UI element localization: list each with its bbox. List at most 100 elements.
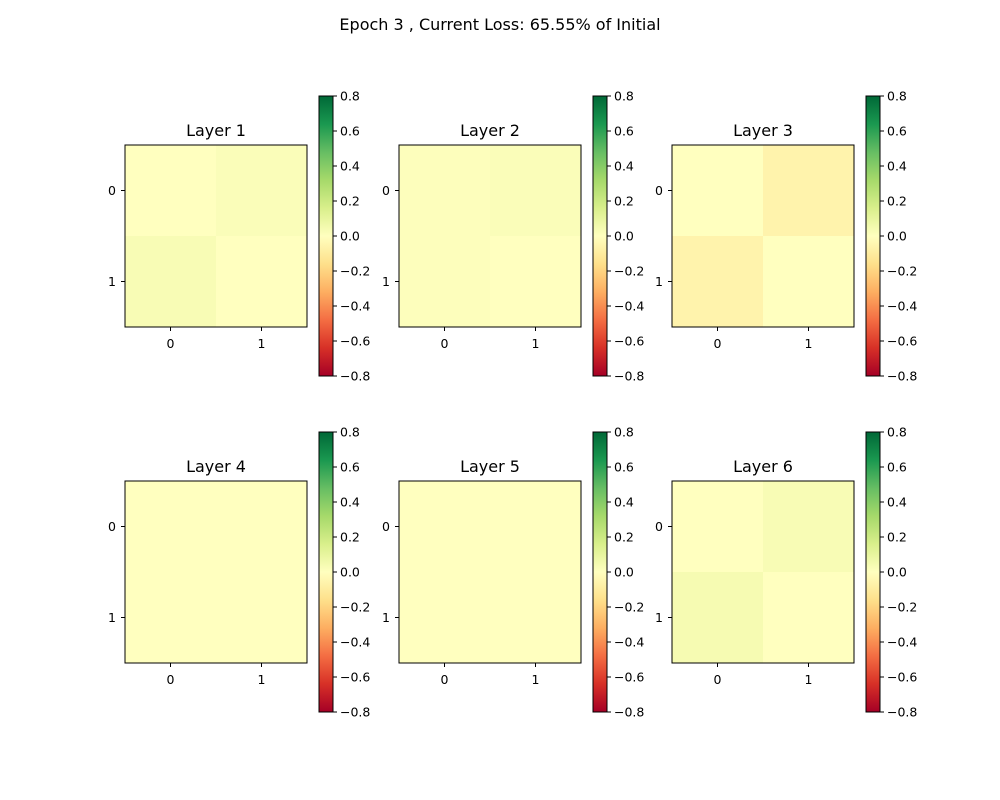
colorbar-tick-label: 0.0 — [614, 565, 634, 580]
colorbar-tick-label: 0.0 — [614, 229, 634, 244]
colorbar — [592, 431, 608, 713]
heatmap-cell — [672, 145, 764, 237]
panel-title: Layer 3 — [733, 121, 793, 140]
colorbar-tick-label: −0.6 — [340, 670, 370, 685]
colorbar-tick-label: −0.8 — [887, 705, 917, 720]
colorbar-tick-label: 0.4 — [614, 495, 634, 510]
x-tick-label: 1 — [805, 336, 813, 351]
colorbar-tick-label: 0.8 — [614, 425, 634, 440]
heatmap-cell — [490, 481, 582, 573]
x-tick-label: 1 — [258, 336, 266, 351]
colorbar-tick-label: −0.2 — [340, 600, 370, 615]
heatmap-panel-5: Layer 5 0 1 0 1 0.8 0.6 0.4 0.2 0.0 −0.2 −0.4 −0.6 −0… — [382, 425, 644, 720]
colorbar-tick-label: 0.6 — [887, 460, 907, 475]
heatmap-panel-4: Layer 4 0 1 0 1 0.8 0.6 0.4 0.2 0.0 −0.2 −0.4 −0.6 −0… — [108, 425, 370, 720]
x-tick-label: 1 — [805, 672, 813, 687]
colorbar-tick-label: 0.2 — [614, 530, 634, 545]
colorbar-tick-label: −0.8 — [340, 705, 370, 720]
figure-title: Epoch 3 , Current Loss: 65.55% of Initia… — [339, 15, 660, 34]
colorbar-tick-label: −0.4 — [887, 299, 917, 314]
colorbar — [592, 95, 608, 377]
y-tick-label: 0 — [382, 519, 390, 534]
heatmap-cell — [399, 481, 491, 573]
colorbar-tick-label: −0.2 — [887, 600, 917, 615]
heatmap-panel-6: Layer 6 0 1 0 1 0.8 0.6 0.4 0.2 0.0 −0.2 −0.4 −0.6 −0… — [655, 425, 917, 720]
axes-frame — [671, 144, 855, 328]
colorbar-tick-label: 0.6 — [340, 124, 360, 139]
colorbar-tick-label: −0.4 — [340, 635, 370, 650]
colorbar-tick-label: 0.8 — [340, 425, 360, 440]
heatmap-cell — [763, 145, 855, 237]
x-tick-label: 0 — [441, 336, 449, 351]
y-tick-label: 1 — [382, 274, 390, 289]
heatmap-cell — [125, 236, 217, 328]
colorbar-tick-label: −0.2 — [340, 264, 370, 279]
y-tick-label: 1 — [108, 610, 116, 625]
colorbar-tick-label: 0.4 — [340, 495, 360, 510]
axes-frame — [124, 144, 308, 328]
colorbar-tick-label: 0.0 — [887, 565, 907, 580]
heatmap-cell — [763, 481, 855, 573]
colorbar-tick-label: −0.4 — [614, 635, 644, 650]
colorbar-tick-label: −0.4 — [340, 299, 370, 314]
colorbar-tick-label: −0.8 — [614, 705, 644, 720]
colorbar-tick-label: 0.4 — [887, 495, 907, 510]
heatmap-cell — [125, 481, 217, 573]
heatmap-cell — [216, 145, 308, 237]
colorbar-tick-label: −0.2 — [614, 264, 644, 279]
colorbar-tick-label: 0.6 — [614, 460, 634, 475]
colorbar-tick-label: 0.2 — [340, 530, 360, 545]
colorbar-tick-label: −0.2 — [614, 600, 644, 615]
panel-title: Layer 6 — [733, 457, 793, 476]
heatmap-panel-3: Layer 3 0 1 0 1 0.8 0.6 0.4 0.2 0.0 −0.2 −0.4 −0.6 −0… — [655, 89, 917, 384]
axes-frame — [398, 480, 582, 664]
x-tick-label: 1 — [532, 336, 540, 351]
colorbar-tick-label: 0.6 — [887, 124, 907, 139]
colorbar — [318, 95, 334, 377]
panel-title: Layer 5 — [460, 457, 520, 476]
y-tick-label: 0 — [108, 183, 116, 198]
colorbar-tick-label: 0.2 — [887, 530, 907, 545]
axes-frame — [398, 144, 582, 328]
colorbar-tick-label: −0.6 — [887, 670, 917, 685]
colorbar-tick-label: −0.8 — [887, 369, 917, 384]
y-tick-label: 1 — [108, 274, 116, 289]
heatmap-cell — [216, 481, 308, 573]
heatmap-cell — [216, 236, 308, 328]
heatmap-cell — [672, 236, 764, 328]
colorbar-tick-label: 0.8 — [340, 89, 360, 104]
colorbar — [865, 431, 881, 713]
x-tick-label: 0 — [714, 672, 722, 687]
heatmap-cell — [216, 572, 308, 664]
x-tick-label: 0 — [714, 336, 722, 351]
heatmap-cell — [672, 572, 764, 664]
heatmap-cell — [399, 145, 491, 237]
heatmap-panels: Layer 1 0 1 0 1 0.8 0.6 0.4 0.2 0.0 −0.2 −0.4 −0.6 −0… — [108, 89, 917, 720]
colorbar-tick-label: 0.0 — [340, 565, 360, 580]
y-tick-label: 0 — [108, 519, 116, 534]
colorbar-tick-label: −0.8 — [340, 369, 370, 384]
colorbar-tick-label: 0.8 — [887, 89, 907, 104]
panel-title: Layer 1 — [186, 121, 246, 140]
colorbar-tick-label: −0.6 — [614, 670, 644, 685]
y-tick-label: 0 — [655, 183, 663, 198]
colorbar-tick-label: 0.8 — [887, 425, 907, 440]
heatmap-cell — [399, 236, 491, 328]
colorbar-tick-label: 0.2 — [340, 194, 360, 209]
colorbar-tick-label: 0.2 — [887, 194, 907, 209]
y-tick-label: 0 — [382, 183, 390, 198]
x-tick-label: 1 — [258, 672, 266, 687]
heatmap-cell — [672, 481, 764, 573]
colorbar-tick-label: 0.0 — [887, 229, 907, 244]
x-tick-label: 0 — [441, 672, 449, 687]
x-tick-label: 1 — [532, 672, 540, 687]
heatmap-panel-1: Layer 1 0 1 0 1 0.8 0.6 0.4 0.2 0.0 −0.2 −0.4 −0.6 −0… — [108, 89, 370, 384]
colorbar-tick-label: 0.4 — [614, 159, 634, 174]
heatmap-cell — [399, 572, 491, 664]
heatmap-panel-2: Layer 2 0 1 0 1 0.8 0.6 0.4 0.2 0.0 −0.2 −0.4 −0.6 −0… — [382, 89, 644, 384]
heatmap-cell — [125, 572, 217, 664]
colorbar-tick-label: −0.6 — [887, 334, 917, 349]
heatmap-cell — [125, 145, 217, 237]
y-tick-label: 0 — [655, 519, 663, 534]
x-tick-label: 0 — [167, 336, 175, 351]
